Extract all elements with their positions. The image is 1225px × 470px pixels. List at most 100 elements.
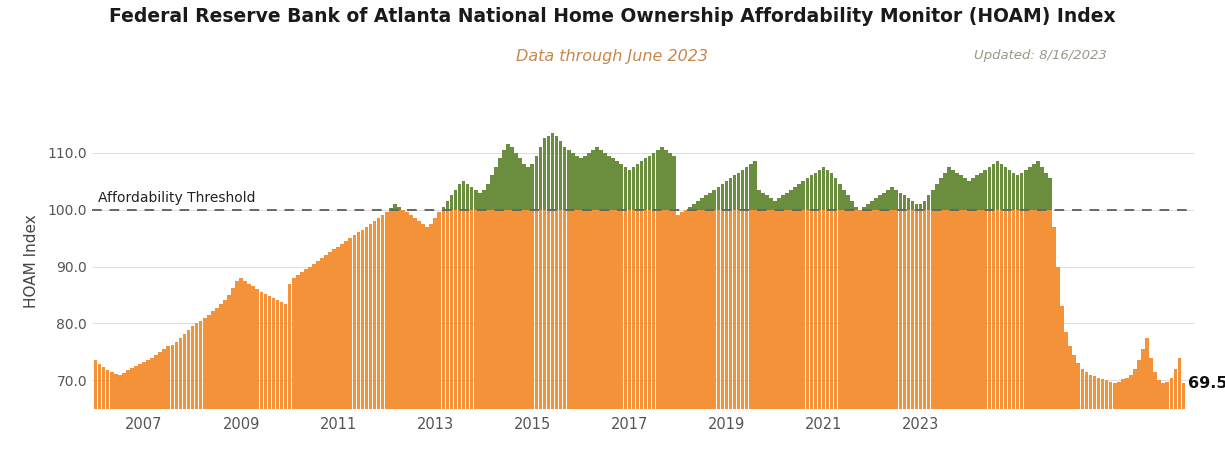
Bar: [441, 207, 445, 409]
Bar: [826, 210, 829, 409]
Text: Affordability Threshold: Affordability Threshold: [98, 191, 256, 205]
Bar: [474, 190, 478, 409]
Bar: [425, 227, 429, 409]
Bar: [639, 161, 643, 409]
Bar: [1049, 178, 1052, 210]
Bar: [1044, 172, 1047, 409]
Bar: [1024, 170, 1028, 409]
Bar: [996, 210, 1000, 409]
Bar: [940, 210, 942, 409]
Bar: [680, 212, 684, 409]
Bar: [611, 158, 615, 409]
Bar: [1044, 210, 1047, 409]
Bar: [745, 167, 748, 409]
Bar: [910, 201, 914, 210]
Bar: [494, 167, 497, 409]
Bar: [481, 190, 485, 409]
Bar: [316, 261, 320, 409]
Bar: [518, 158, 522, 210]
Bar: [980, 210, 982, 409]
Bar: [854, 207, 857, 409]
Bar: [276, 299, 279, 409]
Bar: [163, 349, 167, 409]
Bar: [875, 198, 878, 409]
Bar: [1077, 363, 1080, 409]
Bar: [1117, 382, 1121, 409]
Bar: [927, 196, 931, 409]
Bar: [975, 210, 979, 409]
Bar: [891, 210, 894, 409]
Bar: [1182, 383, 1186, 409]
Bar: [971, 178, 975, 210]
Bar: [996, 161, 1000, 210]
Bar: [191, 326, 195, 409]
Bar: [1031, 164, 1035, 409]
Bar: [692, 210, 696, 409]
Bar: [708, 193, 712, 409]
Bar: [766, 210, 769, 409]
Bar: [1158, 380, 1161, 409]
Bar: [93, 360, 97, 409]
Bar: [922, 210, 926, 409]
Bar: [337, 247, 341, 409]
Bar: [1003, 210, 1007, 409]
Bar: [154, 355, 158, 409]
Bar: [571, 210, 575, 409]
Bar: [664, 210, 668, 409]
Bar: [782, 196, 785, 409]
Bar: [1049, 210, 1052, 409]
Bar: [511, 210, 514, 409]
Bar: [757, 210, 761, 409]
Bar: [325, 255, 328, 409]
Bar: [1012, 172, 1016, 409]
Bar: [1170, 377, 1174, 409]
Bar: [102, 368, 105, 409]
Bar: [701, 198, 704, 210]
Bar: [397, 207, 401, 409]
Bar: [919, 204, 922, 210]
Bar: [850, 201, 854, 409]
Bar: [1165, 382, 1169, 409]
Bar: [1036, 210, 1040, 409]
Bar: [583, 156, 587, 409]
Bar: [247, 283, 251, 409]
Bar: [163, 349, 167, 409]
Bar: [643, 158, 647, 210]
Bar: [636, 210, 639, 409]
Bar: [186, 330, 190, 409]
Bar: [842, 210, 845, 409]
Bar: [704, 210, 708, 409]
Bar: [470, 187, 474, 409]
Bar: [826, 170, 829, 409]
Bar: [748, 210, 752, 409]
Bar: [421, 224, 425, 409]
Bar: [518, 210, 522, 409]
Bar: [1101, 379, 1105, 409]
Bar: [648, 156, 652, 409]
Bar: [211, 311, 214, 409]
Bar: [397, 207, 401, 210]
Bar: [518, 158, 522, 409]
Text: 69.5: 69.5: [1188, 376, 1225, 391]
Bar: [551, 133, 555, 409]
Bar: [430, 224, 432, 409]
Bar: [559, 141, 562, 409]
Bar: [846, 196, 850, 210]
Bar: [704, 196, 708, 210]
Bar: [530, 210, 534, 409]
Bar: [673, 156, 676, 210]
Bar: [1125, 377, 1128, 409]
Bar: [829, 210, 833, 409]
Bar: [486, 184, 490, 409]
Bar: [227, 295, 230, 409]
Bar: [1125, 377, 1128, 409]
Bar: [1020, 210, 1024, 409]
Bar: [478, 193, 481, 210]
Bar: [592, 150, 595, 409]
Bar: [813, 172, 817, 210]
Bar: [975, 175, 979, 210]
Bar: [562, 147, 566, 409]
Bar: [648, 210, 652, 409]
Bar: [603, 153, 606, 210]
Bar: [1056, 266, 1060, 409]
